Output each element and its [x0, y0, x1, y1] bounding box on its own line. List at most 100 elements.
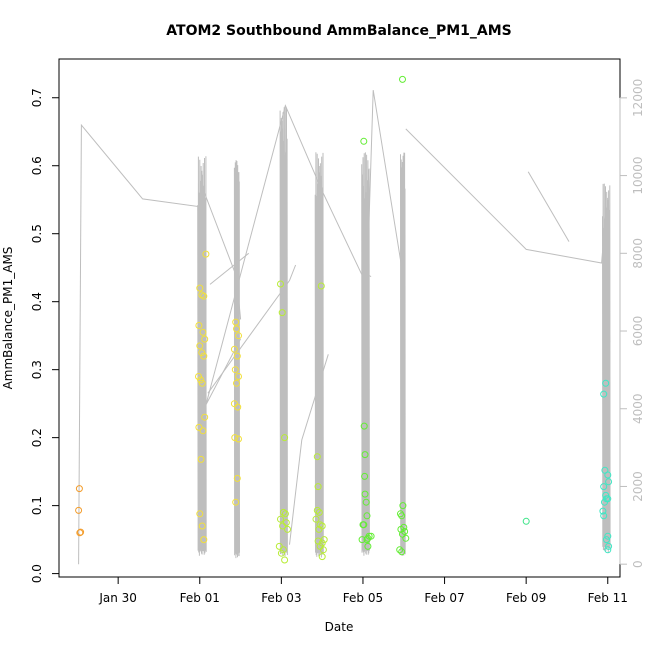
y-axis-left: 0.0 0.1 0.2 0.3 0.4 0.5 0.6 0.7 — [30, 88, 60, 583]
y-tick-label: 0.0 — [30, 564, 44, 583]
y2-tick-label: 10000 — [631, 156, 645, 194]
secondary-spike-2 — [279, 105, 288, 557]
data-point — [604, 471, 612, 479]
data-point — [277, 515, 284, 523]
data-point — [196, 510, 204, 518]
data-point — [398, 512, 406, 520]
data-point — [233, 379, 240, 387]
data-point — [312, 515, 320, 523]
data-point — [360, 137, 368, 145]
data-point — [277, 549, 285, 557]
data-point — [314, 483, 322, 491]
data-point — [318, 553, 326, 561]
x-tick-label: Feb 03 — [261, 591, 301, 605]
y-tick-label: 0.7 — [30, 88, 44, 107]
y-tick-label: 0.4 — [30, 292, 44, 311]
x-axis-label: Date — [325, 620, 354, 634]
secondary-spike-6 — [602, 183, 611, 553]
data-point — [360, 521, 368, 529]
x-axis: Jan 30 Feb 01 Feb 03 Feb 05 Feb 07 Feb 09 Feb … — [98, 576, 628, 605]
x-tick-label: Feb 05 — [343, 591, 383, 605]
data-point — [600, 483, 608, 491]
data-point — [402, 534, 410, 542]
data-point — [198, 379, 206, 387]
data-point — [196, 342, 204, 350]
x-tick-label: Jan 30 — [98, 591, 137, 605]
data-point — [279, 522, 287, 530]
data-point — [230, 345, 238, 353]
data-point — [317, 282, 325, 290]
data-point — [360, 422, 368, 430]
data-point — [602, 379, 610, 387]
data-point — [198, 349, 206, 357]
data-point — [363, 536, 371, 544]
y-tick-label: 0.3 — [30, 360, 44, 379]
data-point — [399, 75, 406, 83]
secondary-series-layer — [78, 90, 611, 565]
data-point — [315, 525, 323, 533]
secondary-spike-0 — [197, 156, 207, 556]
data-point — [198, 291, 206, 299]
data-point — [601, 498, 608, 506]
data-point — [278, 309, 286, 317]
data-point — [200, 352, 208, 360]
y-tick-label: 0.6 — [30, 156, 44, 175]
y2-tick-label: 6000 — [631, 316, 645, 347]
data-point — [200, 536, 208, 544]
data-point — [275, 542, 283, 550]
data-point — [196, 284, 204, 292]
data-point — [397, 525, 405, 533]
data-point — [199, 427, 207, 435]
data-point — [75, 485, 83, 493]
data-point — [202, 250, 210, 258]
data-point — [279, 546, 287, 554]
data-point — [233, 474, 241, 482]
data-point — [197, 376, 205, 384]
data-point — [399, 502, 407, 510]
scatter-points-layer — [75, 75, 613, 564]
secondary-spike-5 — [400, 152, 406, 557]
data-point — [235, 435, 242, 443]
data-point — [281, 510, 289, 518]
data-point — [396, 546, 404, 554]
data-point — [200, 292, 208, 300]
secondary-line-segment-4 — [209, 252, 250, 285]
data-point — [281, 434, 289, 442]
data-point — [398, 548, 406, 556]
data-point — [195, 423, 203, 431]
data-point — [605, 542, 613, 550]
y-tick-label: 0.5 — [30, 224, 44, 243]
data-point — [361, 451, 369, 459]
data-point — [604, 546, 612, 554]
data-point — [279, 508, 287, 516]
data-point — [522, 517, 530, 525]
secondary-line-segment-1 — [205, 90, 405, 406]
data-point — [199, 328, 207, 336]
y2-tick-label: 0 — [631, 560, 645, 568]
y-axis-right: 0 2000 4000 6000 8000 10000 12000 — [619, 79, 645, 568]
data-point — [281, 556, 289, 564]
data-point — [600, 390, 608, 398]
y-tick-label: 0.2 — [30, 428, 44, 447]
data-point — [201, 413, 209, 421]
data-point — [234, 403, 242, 411]
data-point — [361, 490, 369, 498]
data-point — [232, 318, 240, 326]
data-point — [363, 512, 371, 520]
data-point — [319, 546, 327, 554]
y2-tick-label: 12000 — [631, 79, 645, 117]
data-point — [75, 506, 83, 514]
data-point — [361, 472, 369, 480]
data-point — [235, 332, 242, 340]
data-point — [233, 325, 240, 333]
data-point — [313, 506, 321, 514]
data-point — [231, 366, 239, 374]
data-point — [315, 508, 323, 516]
data-point — [603, 536, 610, 544]
y-axis-label: AmmBalance_PM1_AMS — [1, 247, 15, 390]
data-point — [318, 539, 326, 547]
secondary-spike-1 — [233, 160, 240, 559]
y2-tick-label: 8000 — [631, 238, 645, 269]
data-point — [232, 498, 240, 506]
